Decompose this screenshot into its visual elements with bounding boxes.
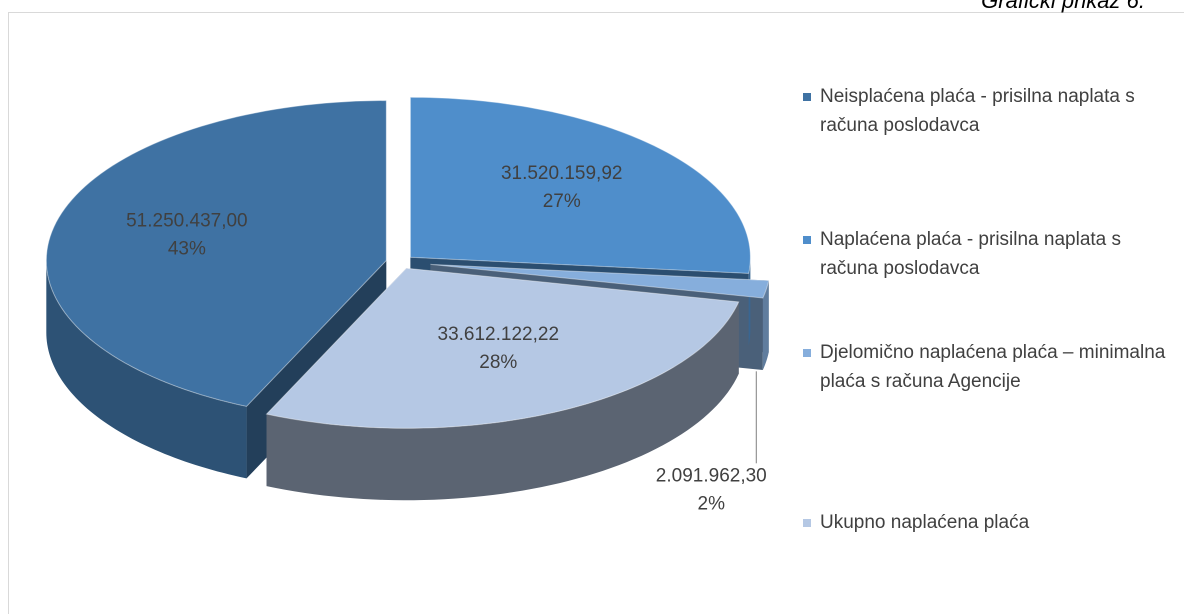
chart-title: Grafički prikaz 6. bbox=[981, 0, 1145, 13]
percent-label: 43% bbox=[168, 238, 206, 259]
pie-slice bbox=[430, 263, 770, 299]
pie-slice bbox=[265, 267, 740, 429]
legend-label: Ukupno naplaćena plaća bbox=[820, 512, 1030, 533]
legend-swatch bbox=[803, 519, 811, 527]
legend-swatch bbox=[803, 349, 811, 357]
legend-item: Neisplaćena plaća - prisilna naplata s r… bbox=[800, 82, 1172, 140]
slice-side bbox=[748, 257, 751, 346]
pie-slice bbox=[45, 100, 387, 407]
data-label: 31.520.159,92 bbox=[501, 163, 623, 184]
data-label: 33.612.122,22 bbox=[438, 324, 560, 345]
slice-side bbox=[762, 280, 769, 371]
legend-swatch bbox=[803, 93, 811, 101]
legend-item: Naplaćena plaća - prisilna naplata s rač… bbox=[800, 225, 1172, 283]
slice-side bbox=[46, 260, 247, 479]
data-label: 2.091.962,30 bbox=[656, 465, 767, 486]
slice-side bbox=[266, 301, 739, 501]
legend-swatch bbox=[803, 236, 811, 244]
legend-item: Ukupno naplaćena plaća bbox=[800, 508, 1172, 537]
legend-label: Djelomično naplaćena plaća – minimalna p… bbox=[820, 342, 1166, 392]
percent-label: 2% bbox=[698, 493, 726, 514]
percent-label: 27% bbox=[543, 191, 581, 212]
chart-frame bbox=[8, 12, 1184, 614]
pie-slice bbox=[409, 96, 751, 274]
data-label: 51.250.437,00 bbox=[126, 210, 248, 231]
legend-label: Neisplaćena plaća - prisilna naplata s r… bbox=[820, 86, 1135, 136]
percent-label: 28% bbox=[479, 352, 517, 373]
legend-item: Djelomično naplaćena plaća – minimalna p… bbox=[800, 338, 1172, 396]
legend-label: Naplaćena plaća - prisilna naplata s rač… bbox=[820, 229, 1122, 279]
